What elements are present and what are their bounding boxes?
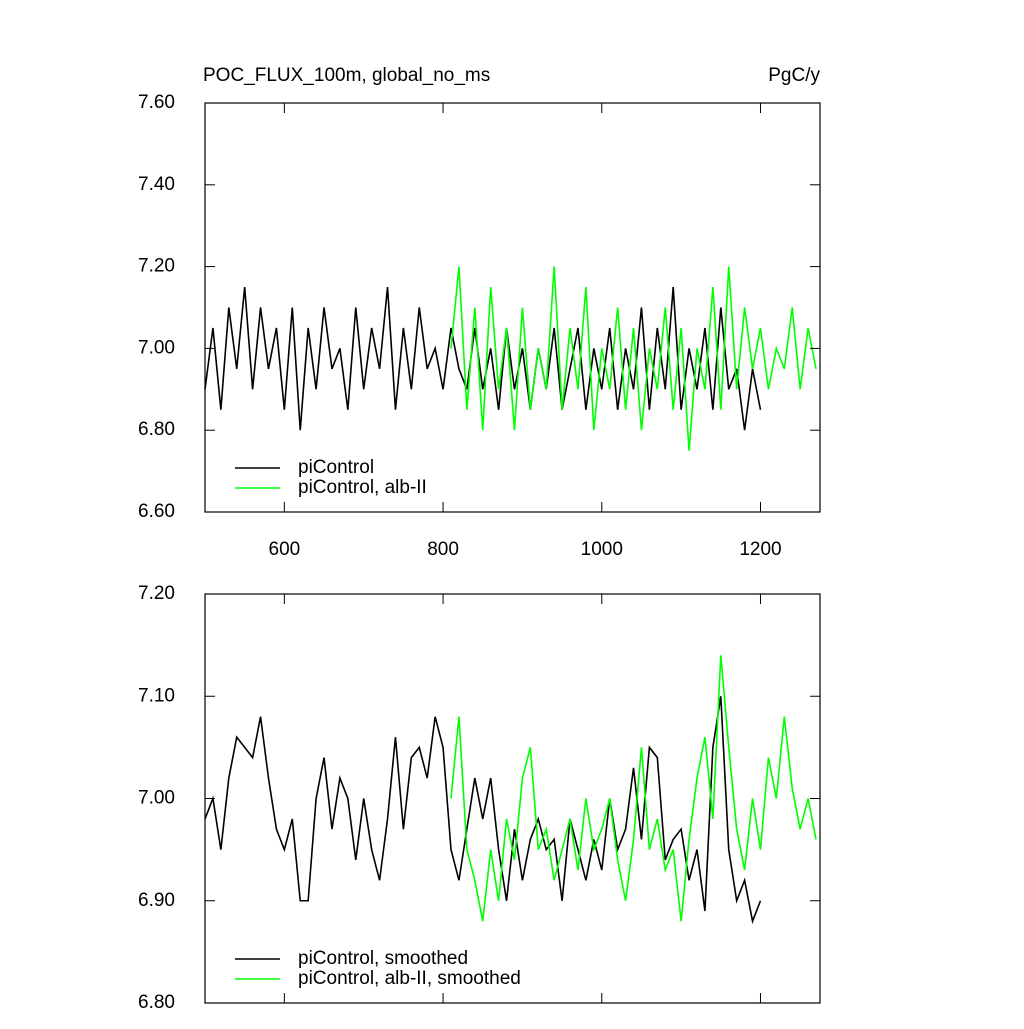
y-tick-label: 6.60 — [138, 501, 175, 522]
y-tick-label: 6.80 — [138, 419, 175, 440]
legend-label: piControl, alb-II — [298, 477, 427, 498]
x-tick-label: 600 — [269, 539, 301, 560]
plot-frame — [204, 102, 821, 513]
y-tick-label: 7.10 — [138, 685, 175, 706]
y-tick-label: 7.40 — [138, 174, 175, 195]
y-tick-label: 6.90 — [138, 890, 175, 911]
y-tick-label: 7.20 — [138, 583, 175, 604]
legend-label: piControl — [298, 457, 374, 478]
units-label: PgC/y — [768, 65, 820, 86]
x-tick-label: 1000 — [581, 539, 623, 560]
y-tick-label: 7.20 — [138, 256, 175, 277]
series-line — [204, 286, 762, 431]
y-tick-label: 7.60 — [138, 92, 175, 113]
x-tick-label: 800 — [427, 539, 459, 560]
y-tick-label: 6.80 — [138, 992, 175, 1013]
y-tick-label: 7.00 — [138, 788, 175, 809]
legend-label: piControl, alb-II, smoothed — [298, 968, 521, 989]
series-line — [204, 696, 762, 925]
series-line — [450, 266, 817, 451]
chart-title: POC_FLUX_100m, global_no_ms — [203, 65, 490, 86]
x-tick-label: 1200 — [739, 539, 781, 560]
y-tick-label: 7.00 — [138, 337, 175, 358]
legend-label: piControl, smoothed — [298, 948, 468, 969]
plot-frame — [204, 593, 821, 1004]
series-line — [450, 655, 817, 922]
